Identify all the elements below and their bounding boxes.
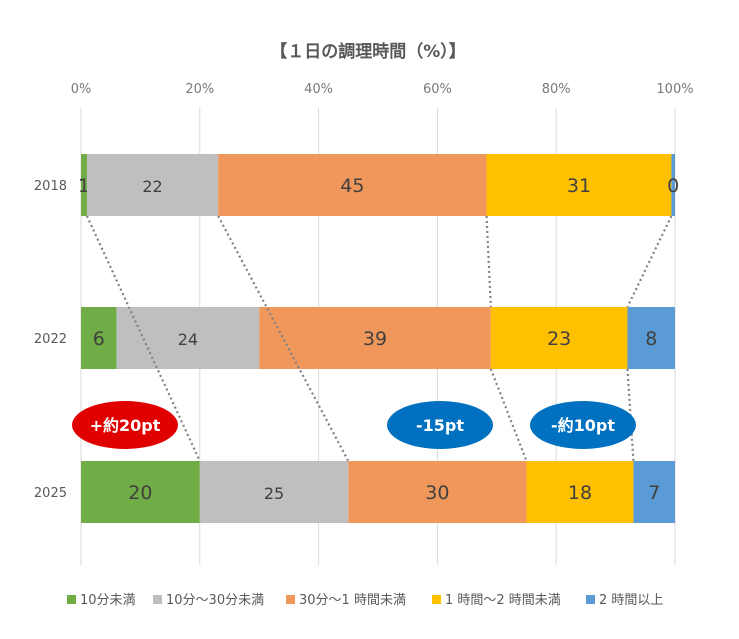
bar-segment [348,461,527,523]
bar-segment [486,154,672,216]
legend-swatch [286,595,295,604]
data-label: 30 [425,482,449,504]
annotation-badge [387,401,493,449]
category-label: 2022 [34,332,67,347]
annotation-badge [530,401,636,449]
category-label: 2018 [34,179,67,194]
data-label: 0 [667,175,679,197]
x-axis-ticks: 0% 20% 40% 60% 80% 100% [71,82,694,97]
data-label: 18 [568,482,592,504]
data-label: 20 [128,482,152,504]
connector-line [626,215,673,308]
legend: 10分未満 10分～30分未満 30分～1 時間未満 1 時間～2 時間未満 2 時間以… [67,593,663,608]
bars: 1 22 45 31 06 24 39 23 820 25 30 18 7 [78,154,679,523]
x-tick-label: 20% [185,82,214,97]
bar-segment [81,154,87,216]
data-label: 22 [142,177,162,196]
connector-line [485,215,492,308]
annotations: +約20pt -15pt -約10pt [72,401,636,449]
bar-segment [490,307,628,369]
legend-swatch [153,595,162,604]
category-labels: 2018 2022 2025 [34,179,67,501]
legend-label: 1 時間～2 時間未満 [445,593,561,608]
bar-segment [218,154,487,216]
legend-label: 10分～30分未満 [166,593,264,608]
data-label: 7 [648,482,660,504]
bar-segment [526,461,634,523]
data-label: 24 [178,330,198,349]
x-tick-label: 100% [656,82,693,97]
legend-swatch [432,595,441,604]
data-label: 39 [363,328,387,350]
chart-title: 【１日の調理時間（%）】 [270,41,466,62]
data-label: 8 [645,328,657,350]
data-label: 6 [93,328,105,350]
legend-label: 30分～1 時間未満 [299,593,406,608]
data-label: 25 [264,484,284,503]
bar-segment [633,461,675,523]
bar-segment [81,461,200,523]
data-label: 45 [340,175,364,197]
x-tick-label: 80% [542,82,571,97]
data-label: 31 [567,175,591,197]
legend-label: 10分未満 [80,593,136,608]
category-label: 2025 [34,486,67,501]
bar-segment [116,307,260,369]
bar-segment [86,154,219,216]
bar-segment [627,307,675,369]
annotation-badge [72,401,178,449]
data-label: 23 [547,328,571,350]
connector-line [217,215,350,462]
bar-segment [671,154,675,216]
connector-line [489,368,528,462]
legend-label: 2 時間以上 [599,593,663,608]
x-tick-label: 0% [71,82,92,97]
x-tick-label: 60% [423,82,452,97]
bar-segment [199,461,349,523]
annotation-label: -約10pt [551,416,615,435]
annotation-label: -15pt [416,416,464,435]
bar-segment [259,307,491,369]
legend-swatch [586,595,595,604]
annotation-label: +約20pt [90,416,161,435]
legend-swatch [67,595,76,604]
x-tick-label: 40% [304,82,333,97]
bar-segment [81,307,117,369]
